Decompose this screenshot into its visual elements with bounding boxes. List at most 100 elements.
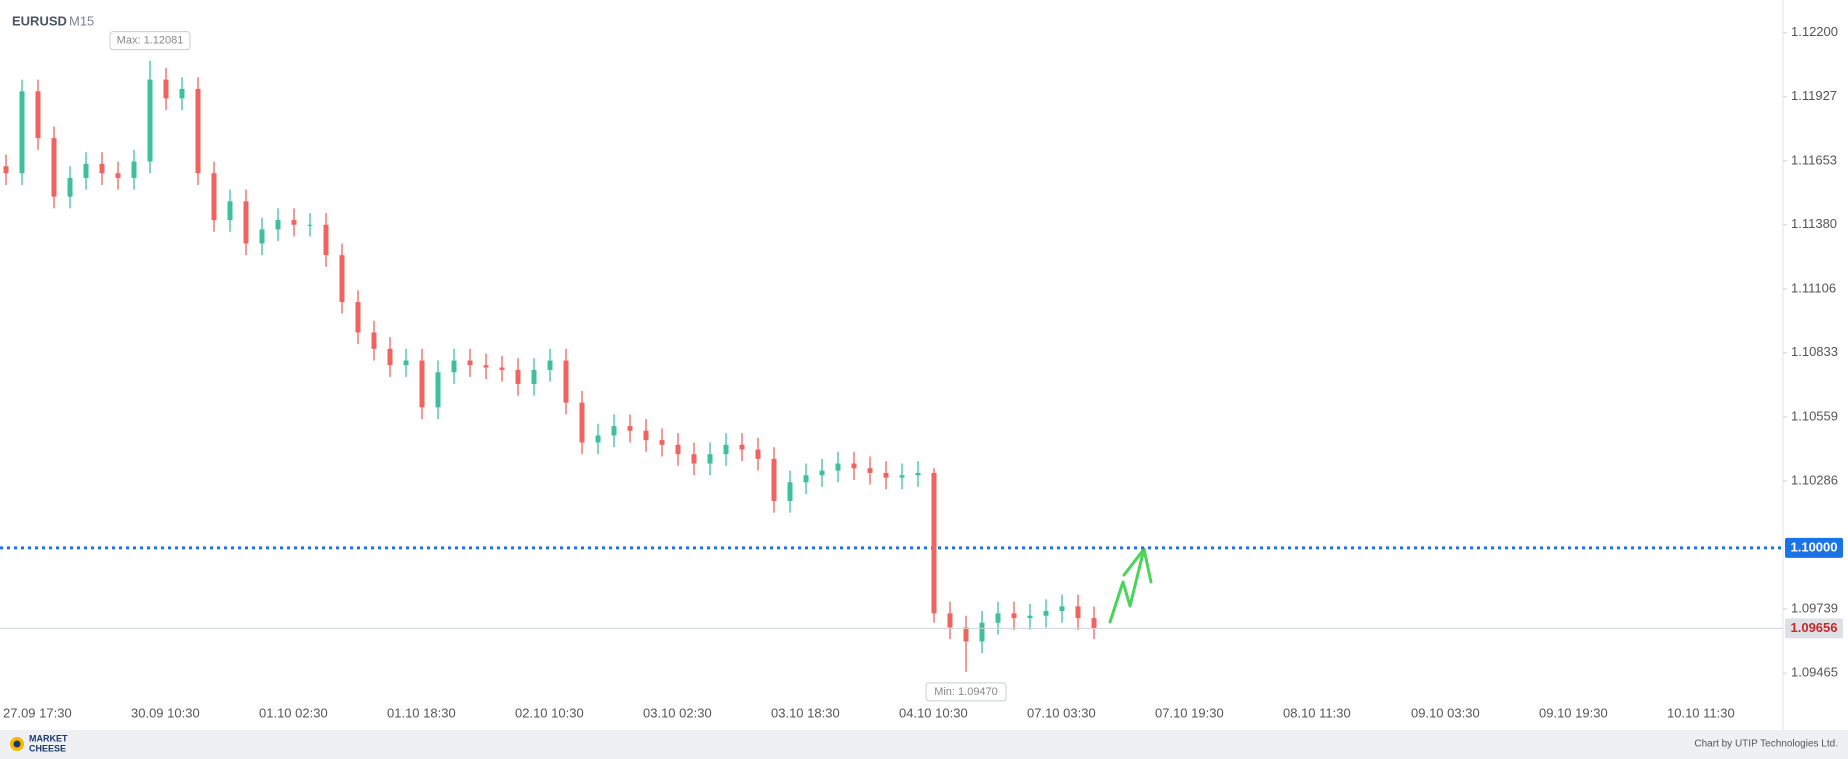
price-label-box <box>1785 618 1843 639</box>
x-tick-label: 01.10 18:30 <box>387 705 456 720</box>
candle-body <box>1043 611 1049 616</box>
logo-text: MARKET <box>29 733 68 743</box>
candle-body <box>515 369 521 384</box>
candle-body <box>259 229 265 244</box>
annotation: Min: 1.09470 <box>925 682 1007 702</box>
annotation: Max: 1.12081 <box>109 31 191 51</box>
candle-body <box>595 435 601 443</box>
x-tick-label: 01.10 02:30 <box>259 705 328 720</box>
x-tick-label: 09.10 03:30 <box>1411 705 1480 720</box>
y-tick-label: 1.09739 <box>1791 600 1838 615</box>
x-tick-label: 02.10 10:30 <box>515 705 584 720</box>
y-tick-label: 1.10833 <box>1791 344 1838 359</box>
credit: Chart by UTIP Technologies Ltd. <box>1694 739 1838 750</box>
footer-bar <box>0 730 1848 759</box>
logo-icon-inner <box>13 740 21 748</box>
candle-body <box>483 365 489 368</box>
candle-body <box>163 79 169 99</box>
candle-body <box>467 360 473 366</box>
candle-body <box>803 475 809 483</box>
x-tick-label: 07.10 03:30 <box>1027 705 1096 720</box>
x-tick-label: 30.09 10:30 <box>131 705 200 720</box>
candle-body <box>739 444 745 450</box>
x-tick-label: 09.10 19:30 <box>1539 705 1608 720</box>
candle-body <box>691 454 697 464</box>
candle-body <box>723 444 729 455</box>
candle-body <box>371 332 377 349</box>
candle-body <box>99 163 105 174</box>
symbol: EURUSD <box>12 13 67 28</box>
candle-body <box>451 360 457 373</box>
candle-body <box>755 449 761 459</box>
candle-body <box>435 372 441 408</box>
candle-body <box>403 360 409 366</box>
level-label-box <box>1785 537 1843 558</box>
candle-body <box>851 463 857 469</box>
candle-body <box>995 613 1001 623</box>
candle-body <box>323 224 329 256</box>
x-tick-label: 03.10 18:30 <box>771 705 840 720</box>
candle-body <box>947 613 953 628</box>
y-tick-label: 1.10559 <box>1791 408 1838 423</box>
candle-body <box>883 472 889 478</box>
forecast-arrow <box>1108 547 1153 624</box>
candle-body <box>531 369 537 384</box>
candle-body <box>659 440 665 445</box>
candle-body <box>67 177 73 197</box>
candle-body <box>899 475 905 478</box>
candle-body <box>243 201 249 244</box>
candle-body <box>627 426 633 431</box>
price-label: 1.09656 <box>1791 620 1838 635</box>
level-label: 1.10000 <box>1791 539 1838 554</box>
candle-body <box>307 224 313 226</box>
candle-body <box>1027 615 1033 619</box>
candle-body <box>1091 618 1097 629</box>
candle-body <box>1059 606 1065 612</box>
candle-body <box>579 402 585 443</box>
candle-body <box>547 360 553 370</box>
candle-body <box>19 91 25 174</box>
y-tick-label: 1.12200 <box>1791 24 1838 39</box>
candle-body <box>195 88 201 174</box>
candle-body <box>499 367 505 370</box>
candle-body <box>83 163 89 178</box>
annotation-text: Max: 1.12081 <box>117 35 184 47</box>
candle-body <box>771 458 777 502</box>
candle-body <box>419 360 425 408</box>
candle-body <box>1075 606 1081 619</box>
candle-body <box>115 173 121 178</box>
candle-body <box>227 201 233 221</box>
candle-body <box>179 88 185 99</box>
candle-body <box>131 161 137 178</box>
candle-body <box>387 348 393 366</box>
candle-body <box>1011 613 1017 619</box>
candle-body <box>275 220 281 230</box>
y-tick-label: 1.10286 <box>1791 472 1838 487</box>
candle-body <box>931 472 937 614</box>
candle-body <box>563 360 569 403</box>
x-tick-label: 04.10 10:30 <box>899 705 968 720</box>
y-tick-label: 1.11927 <box>1791 88 1837 103</box>
x-tick-label: 08.10 11:30 <box>1283 705 1351 720</box>
y-tick-label: 1.09465 <box>1791 665 1838 680</box>
candle-body <box>643 430 649 441</box>
candle-body <box>835 463 841 471</box>
candle-body <box>211 173 217 221</box>
candle-body <box>147 79 153 162</box>
candle-body <box>3 166 9 174</box>
candle-body <box>291 220 297 225</box>
y-tick-label: 1.11380 <box>1791 216 1837 231</box>
annotation-box <box>109 31 191 51</box>
arrow-path <box>1108 547 1146 624</box>
x-tick-label: 10.10 11:30 <box>1667 705 1735 720</box>
x-tick-label: 03.10 02:30 <box>643 705 712 720</box>
candle-body <box>339 255 345 303</box>
candle-body <box>787 482 793 502</box>
candle-body <box>979 622 985 642</box>
candle-body <box>675 444 681 455</box>
candle-body <box>867 468 873 473</box>
candle-body <box>611 426 617 436</box>
candle-body <box>963 627 969 642</box>
